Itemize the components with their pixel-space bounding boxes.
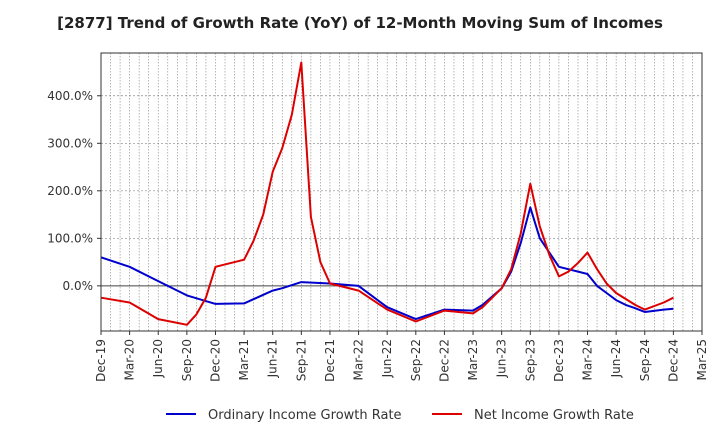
- x-tick-label: Dec-22: [437, 339, 451, 382]
- x-tick-label: Jun-20: [151, 339, 165, 378]
- x-tick-label: Sep-23: [523, 339, 537, 381]
- plot-border: [100, 52, 703, 332]
- y-tick-label: 0.0%: [63, 279, 94, 293]
- legend: Ordinary Income Growth Rate Net Income Gr…: [166, 408, 634, 423]
- x-tick-label: Mar-24: [581, 339, 595, 380]
- x-tick-label: Jun-22: [380, 339, 394, 378]
- x-tick-label: Jun-23: [495, 339, 509, 378]
- x-tick-label: Mar-23: [466, 339, 480, 380]
- x-tick-label: Mar-25: [695, 339, 709, 380]
- x-tick-label: Dec-23: [552, 339, 566, 382]
- y-tick-label: 300.0%: [47, 136, 93, 150]
- series-line-2: [100, 61, 674, 326]
- chart-title: [2877] Trend of Growth Rate (YoY) of 12-…: [57, 14, 663, 32]
- y-tick-label: 100.0%: [47, 231, 93, 245]
- x-tick-label: Jun-24: [609, 339, 623, 378]
- legend-label-2: Net Income Growth Rate: [474, 408, 634, 423]
- x-tick-label: Sep-20: [180, 339, 194, 381]
- x-tick-label: Dec-21: [323, 339, 337, 382]
- y-tick-label: 200.0%: [47, 184, 93, 198]
- series-line-1: [100, 206, 674, 321]
- x-tick-label: Jun-21: [266, 339, 280, 378]
- x-tick-label: Mar-21: [237, 339, 251, 380]
- y-axis-ticks: 0.0% 100.0% 200.0% 300.0% 400.0%: [47, 89, 101, 293]
- y-tick-label: 400.0%: [47, 89, 93, 103]
- x-tick-label: Dec-24: [666, 339, 680, 382]
- plot-area: [101, 53, 702, 331]
- x-tick-label: Dec-20: [208, 339, 222, 382]
- x-tick-label: Sep-21: [294, 339, 308, 381]
- x-tick-label: Mar-20: [123, 339, 137, 380]
- x-tick-label: Sep-24: [638, 339, 652, 381]
- series-lines: [100, 61, 674, 326]
- x-axis-ticks: Dec-19 Mar-20 Jun-20 Sep-20 Dec-20 Mar-21 Jun-…: [94, 331, 709, 382]
- grid: [100, 53, 703, 331]
- x-tick-label: Dec-19: [94, 339, 108, 382]
- plot-frame: [100, 52, 703, 332]
- legend-label-1: Ordinary Income Growth Rate: [208, 408, 402, 423]
- x-tick-label: Sep-22: [409, 339, 423, 381]
- x-tick-label: Mar-22: [352, 339, 366, 380]
